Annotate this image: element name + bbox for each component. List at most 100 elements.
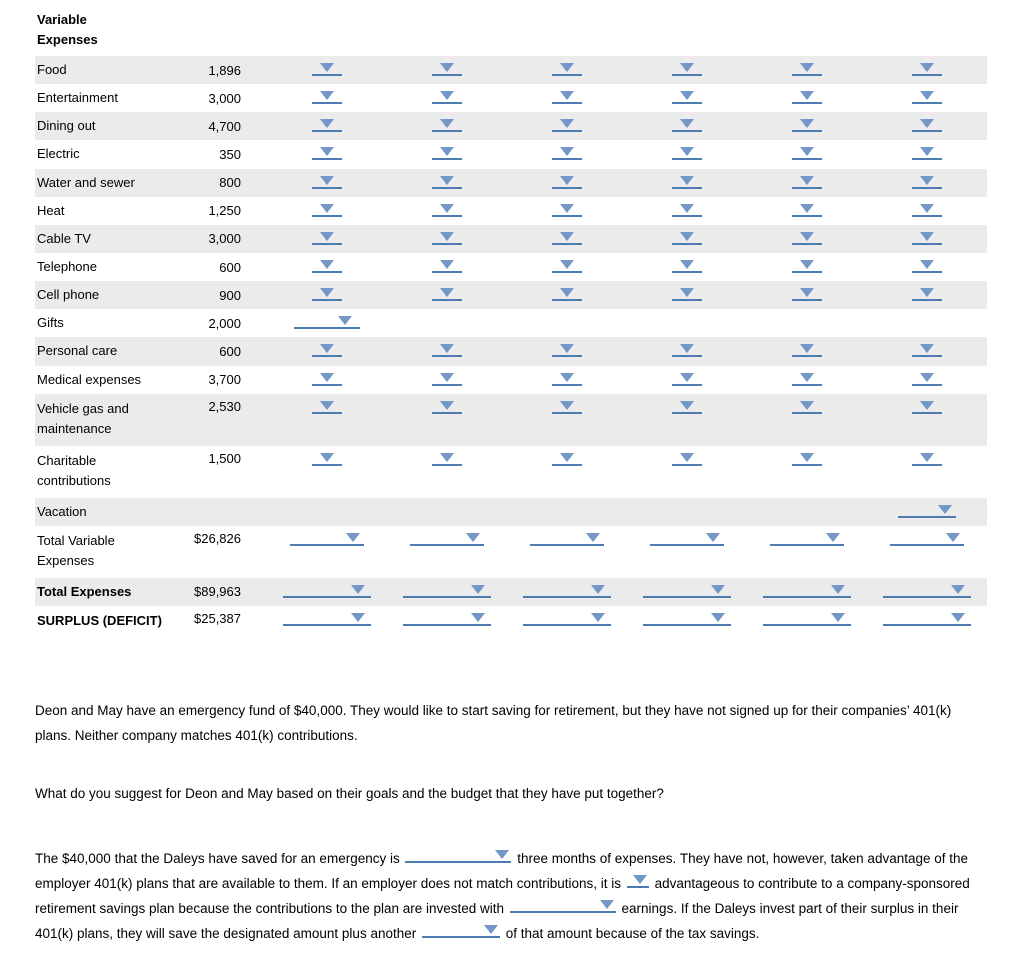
select-dropdown[interactable]	[672, 174, 702, 189]
select-dropdown[interactable]	[792, 174, 822, 189]
select-dropdown[interactable]	[672, 61, 702, 77]
select-dropdown[interactable]	[312, 89, 342, 105]
select-dropdown[interactable]	[672, 89, 702, 105]
select-dropdown[interactable]	[912, 286, 942, 302]
select-dropdown[interactable]	[672, 342, 702, 358]
select-dropdown[interactable]	[421, 923, 500, 938]
select-dropdown[interactable]	[672, 202, 702, 217]
select-dropdown[interactable]	[890, 531, 964, 546]
select-dropdown[interactable]	[672, 117, 702, 133]
select-dropdown[interactable]	[312, 230, 342, 245]
select-dropdown[interactable]	[626, 873, 649, 888]
select-dropdown[interactable]	[763, 611, 851, 626]
select-dropdown[interactable]	[792, 230, 822, 245]
select-dropdown[interactable]	[283, 611, 371, 626]
select-dropdown[interactable]	[552, 174, 582, 189]
select-dropdown[interactable]	[672, 230, 702, 245]
select-dropdown[interactable]	[552, 89, 582, 105]
select-dropdown[interactable]	[312, 174, 342, 189]
select-dropdown[interactable]	[312, 399, 342, 414]
select-dropdown[interactable]	[912, 451, 942, 466]
select-dropdown[interactable]	[792, 286, 822, 302]
select-dropdown[interactable]	[432, 258, 462, 274]
select-dropdown[interactable]	[403, 611, 491, 626]
select-dropdown[interactable]	[312, 202, 342, 217]
select-dropdown[interactable]	[672, 145, 702, 161]
select-dropdown[interactable]	[912, 89, 942, 105]
select-dropdown[interactable]	[912, 371, 942, 386]
select-dropdown[interactable]	[912, 399, 942, 414]
select-dropdown[interactable]	[294, 314, 360, 330]
select-dropdown[interactable]	[312, 286, 342, 302]
select-dropdown[interactable]	[405, 848, 512, 863]
select-dropdown[interactable]	[312, 451, 342, 466]
select-dropdown[interactable]	[552, 342, 582, 358]
select-dropdown[interactable]	[792, 371, 822, 386]
select-dropdown[interactable]	[432, 371, 462, 386]
select-dropdown[interactable]	[432, 174, 462, 189]
select-dropdown[interactable]	[792, 117, 822, 133]
select-dropdown[interactable]	[552, 371, 582, 386]
select-dropdown[interactable]	[552, 117, 582, 133]
select-dropdown[interactable]	[672, 286, 702, 302]
select-dropdown[interactable]	[792, 145, 822, 161]
select-dropdown[interactable]	[912, 258, 942, 274]
select-dropdown[interactable]	[552, 286, 582, 302]
select-dropdown[interactable]	[912, 117, 942, 133]
select-dropdown[interactable]	[432, 145, 462, 161]
select-dropdown[interactable]	[552, 61, 582, 77]
select-dropdown[interactable]	[432, 399, 462, 414]
select-dropdown[interactable]	[432, 342, 462, 358]
select-dropdown[interactable]	[552, 399, 582, 414]
select-dropdown[interactable]	[650, 531, 724, 546]
select-dropdown[interactable]	[552, 202, 582, 217]
select-dropdown[interactable]	[898, 503, 956, 518]
select-dropdown[interactable]	[912, 342, 942, 358]
select-dropdown[interactable]	[432, 230, 462, 245]
select-dropdown[interactable]	[792, 258, 822, 274]
select-dropdown[interactable]	[912, 174, 942, 189]
select-dropdown[interactable]	[410, 531, 484, 546]
select-dropdown[interactable]	[312, 342, 342, 358]
select-dropdown[interactable]	[290, 531, 364, 546]
select-dropdown[interactable]	[432, 89, 462, 105]
select-dropdown[interactable]	[432, 117, 462, 133]
select-dropdown[interactable]	[432, 202, 462, 217]
select-dropdown[interactable]	[883, 583, 971, 598]
select-dropdown[interactable]	[312, 258, 342, 274]
select-dropdown[interactable]	[770, 531, 844, 546]
select-dropdown[interactable]	[883, 611, 971, 626]
select-dropdown[interactable]	[552, 258, 582, 274]
select-dropdown[interactable]	[672, 371, 702, 386]
select-dropdown[interactable]	[312, 117, 342, 133]
select-dropdown[interactable]	[312, 61, 342, 77]
select-dropdown[interactable]	[403, 583, 491, 598]
select-dropdown[interactable]	[792, 399, 822, 414]
select-dropdown[interactable]	[432, 61, 462, 77]
select-dropdown[interactable]	[552, 145, 582, 161]
select-dropdown[interactable]	[509, 898, 616, 913]
select-dropdown[interactable]	[672, 451, 702, 466]
select-dropdown[interactable]	[672, 399, 702, 414]
select-dropdown[interactable]	[912, 145, 942, 161]
select-dropdown[interactable]	[912, 61, 942, 77]
select-dropdown[interactable]	[432, 286, 462, 302]
select-dropdown[interactable]	[312, 371, 342, 386]
select-dropdown[interactable]	[912, 230, 942, 245]
select-dropdown[interactable]	[523, 583, 611, 598]
select-dropdown[interactable]	[672, 258, 702, 274]
select-dropdown[interactable]	[792, 342, 822, 358]
select-dropdown[interactable]	[792, 202, 822, 217]
select-dropdown[interactable]	[283, 583, 371, 598]
select-dropdown[interactable]	[763, 583, 851, 598]
select-dropdown[interactable]	[552, 451, 582, 466]
select-dropdown[interactable]	[792, 61, 822, 77]
select-dropdown[interactable]	[643, 611, 731, 626]
select-dropdown[interactable]	[792, 89, 822, 105]
select-dropdown[interactable]	[552, 230, 582, 245]
select-dropdown[interactable]	[792, 451, 822, 466]
select-dropdown[interactable]	[530, 531, 604, 546]
select-dropdown[interactable]	[312, 145, 342, 161]
select-dropdown[interactable]	[643, 583, 731, 598]
select-dropdown[interactable]	[912, 202, 942, 217]
